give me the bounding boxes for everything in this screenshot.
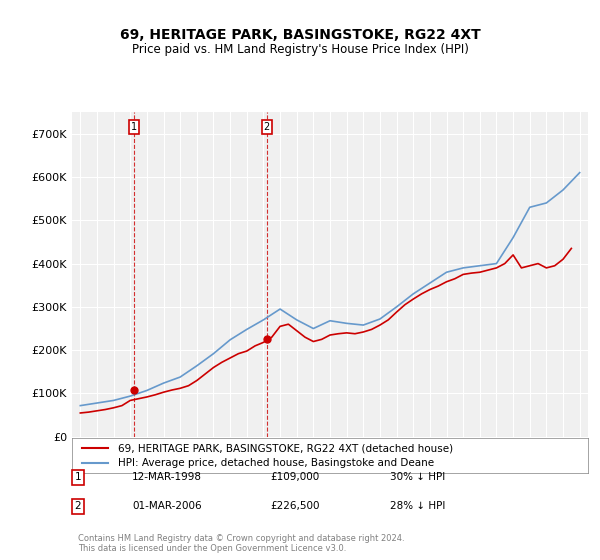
- Text: 30% ↓ HPI: 30% ↓ HPI: [390, 472, 445, 482]
- Text: 1: 1: [74, 472, 82, 482]
- Text: £226,500: £226,500: [270, 501, 320, 511]
- Text: 69, HERITAGE PARK, BASINGSTOKE, RG22 4XT: 69, HERITAGE PARK, BASINGSTOKE, RG22 4XT: [119, 28, 481, 42]
- Text: £109,000: £109,000: [270, 472, 319, 482]
- Text: 69, HERITAGE PARK, BASINGSTOKE, RG22 4XT (detached house): 69, HERITAGE PARK, BASINGSTOKE, RG22 4XT…: [118, 443, 454, 453]
- Text: 01-MAR-2006: 01-MAR-2006: [132, 501, 202, 511]
- Text: Contains HM Land Registry data © Crown copyright and database right 2024.
This d: Contains HM Land Registry data © Crown c…: [78, 534, 404, 553]
- Text: 28% ↓ HPI: 28% ↓ HPI: [390, 501, 445, 511]
- Text: 12-MAR-1998: 12-MAR-1998: [132, 472, 202, 482]
- Text: HPI: Average price, detached house, Basingstoke and Deane: HPI: Average price, detached house, Basi…: [118, 459, 434, 469]
- Text: 2: 2: [263, 122, 270, 132]
- Text: 1: 1: [131, 122, 137, 132]
- Text: Price paid vs. HM Land Registry's House Price Index (HPI): Price paid vs. HM Land Registry's House …: [131, 43, 469, 56]
- Text: 2: 2: [74, 501, 82, 511]
